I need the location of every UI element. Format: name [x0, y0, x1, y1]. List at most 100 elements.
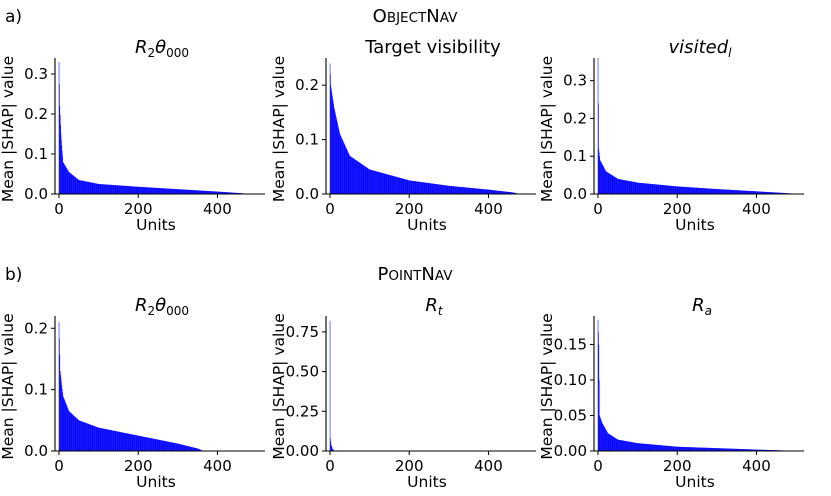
bar: [389, 175, 391, 194]
bar: [498, 190, 500, 194]
bar: [378, 171, 379, 194]
bar: [627, 441, 628, 451]
bar: [346, 148, 347, 194]
bar: [738, 190, 739, 194]
bar: [652, 184, 653, 194]
bar: [772, 192, 774, 194]
bar: [665, 185, 667, 194]
bar: [697, 447, 699, 451]
bar: [110, 430, 112, 451]
bar: [645, 183, 646, 194]
bar: [125, 185, 126, 194]
bar: [74, 176, 76, 194]
bar: [684, 447, 686, 451]
bar: [728, 448, 730, 451]
bar: [126, 185, 127, 194]
bar: [206, 190, 208, 194]
bar: [767, 192, 769, 194]
bar: [621, 440, 623, 451]
bar: [657, 444, 659, 451]
bar: [171, 188, 173, 194]
bar: [455, 186, 457, 194]
bar: [65, 166, 67, 194]
bar: [374, 170, 376, 194]
bar: [764, 449, 765, 451]
bar: [430, 183, 432, 194]
bar: [667, 445, 669, 451]
bar: [506, 191, 507, 194]
bar: [96, 183, 97, 194]
bar: [731, 189, 732, 194]
bar: [502, 191, 504, 194]
bar: [623, 440, 624, 451]
bar: [482, 189, 484, 194]
bar: [474, 188, 475, 194]
bar: [373, 170, 375, 194]
bar: [106, 429, 107, 451]
bar: [62, 395, 64, 451]
bar: [187, 189, 189, 194]
bar: [728, 189, 730, 194]
bar: [707, 188, 709, 194]
bar: [617, 178, 619, 194]
bar: [115, 185, 116, 194]
bar: [721, 189, 723, 194]
bar: [770, 192, 772, 194]
bar: [150, 438, 152, 451]
bar: [205, 190, 206, 194]
bar: [104, 184, 105, 194]
bar: [627, 441, 629, 451]
bar: [641, 183, 643, 194]
bar: [122, 432, 124, 451]
bar: [100, 184, 102, 194]
bar: [425, 182, 426, 194]
bar: [685, 447, 687, 451]
bar: [602, 166, 604, 194]
bar: [615, 177, 617, 194]
bar: [728, 189, 729, 194]
bar: [360, 163, 361, 194]
bar: [82, 180, 83, 194]
bar: [705, 188, 707, 194]
bar: [193, 190, 194, 194]
bar: [124, 432, 126, 451]
bar: [645, 443, 646, 451]
bar: [146, 437, 147, 451]
bar: [197, 448, 198, 451]
bar: [503, 191, 505, 194]
bar: [218, 191, 219, 194]
bar: [683, 446, 684, 451]
bar: [334, 108, 335, 194]
bar: [152, 187, 153, 194]
bar: [178, 443, 179, 451]
bar: [187, 446, 189, 451]
bar: [407, 179, 408, 194]
bar: [138, 186, 140, 194]
bar: [60, 124, 61, 194]
bar: [695, 447, 697, 451]
bar: [98, 427, 100, 451]
bar: [731, 189, 733, 194]
x-axis-label: Units: [136, 473, 176, 491]
bar: [632, 181, 634, 194]
bar: [384, 173, 386, 194]
bar: [121, 432, 122, 451]
bar: [133, 186, 134, 194]
bar: [740, 449, 741, 451]
bar: [630, 441, 631, 451]
bar: [119, 431, 120, 451]
bar: [699, 447, 701, 451]
bar: [196, 190, 198, 194]
bar: [658, 445, 659, 451]
bar: [221, 191, 222, 194]
bar: [330, 444, 332, 451]
bar: [78, 420, 80, 451]
bar: [155, 439, 157, 451]
bar: [670, 446, 671, 451]
bar: [63, 396, 64, 451]
bar: [598, 379, 600, 451]
bar: [636, 182, 637, 194]
bar: [720, 448, 722, 451]
bar: [121, 185, 123, 194]
bar: [202, 190, 204, 194]
